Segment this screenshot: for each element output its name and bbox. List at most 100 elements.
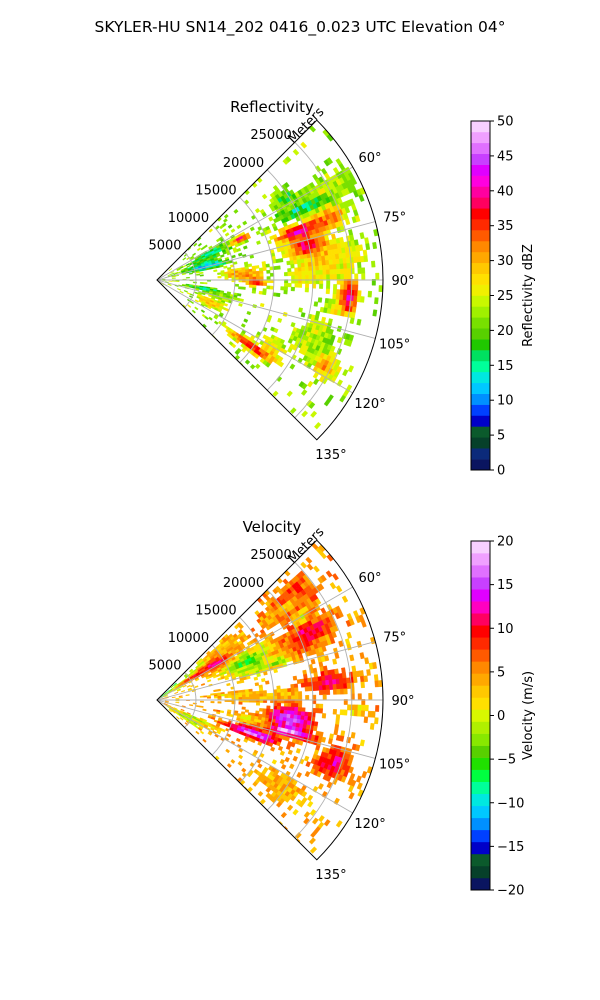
colorbar-swatch — [471, 197, 490, 209]
radial-tick-label: 15000 — [195, 183, 236, 198]
colorbar-tick-label: 30 — [497, 254, 514, 269]
radial-tick-label: 5000 — [148, 658, 181, 673]
angle-tick-label: 135° — [315, 868, 346, 883]
colorbar-swatch — [471, 829, 490, 843]
angle-tick-label: 120° — [354, 817, 385, 832]
sector-frame — [156, 119, 384, 441]
colorbar-tick-label: −5 — [497, 753, 516, 768]
colorbar-swatch — [471, 415, 490, 427]
colorbar-tick-label: 5 — [497, 429, 505, 444]
colorbar-swatch — [471, 565, 490, 578]
colorbar-swatch — [471, 208, 490, 220]
colorbar-swatch — [471, 175, 490, 187]
colorbar-swatch — [471, 131, 490, 144]
colorbar-label: Velocity (m/s) — [521, 671, 536, 760]
colorbar-swatch — [471, 339, 490, 351]
polar-grid — [156, 141, 383, 419]
colorbar-tick-label: −15 — [497, 840, 524, 855]
angle-tick-label: 90° — [391, 274, 414, 289]
colorbar-swatch — [471, 153, 490, 165]
sector-frame — [156, 539, 384, 861]
colorbar-swatch — [471, 865, 490, 879]
colorbar-tick-label: 35 — [497, 219, 514, 234]
colorbar-tick-label: 0 — [497, 709, 505, 724]
colorbar-tick-label: 10 — [497, 394, 514, 409]
angle-tick-label: 75° — [383, 210, 406, 225]
angle-tick-label: 105° — [379, 338, 410, 353]
colorbar-swatch — [471, 426, 490, 438]
radial-tick-label: 10000 — [168, 211, 209, 226]
colorbar-swatch — [471, 577, 490, 590]
colorbar-swatch — [471, 625, 490, 638]
colorbar-swatch — [471, 306, 490, 318]
colorbar-swatch — [471, 805, 490, 819]
colorbar-swatch — [471, 284, 490, 296]
colorbar-label: Reflectivity dBZ — [521, 244, 536, 347]
angle-tick-label: 90° — [391, 694, 414, 709]
colorbar-swatch — [471, 817, 490, 831]
radial-tick-label: 25000 — [250, 548, 291, 563]
colorbar-swatch — [471, 219, 490, 231]
angle-tick-label: 60° — [359, 571, 382, 586]
colorbar-tick-label: 25 — [497, 289, 514, 304]
colorbar-swatch — [471, 350, 490, 362]
colorbar-tick-label: −20 — [497, 884, 524, 899]
colorbar-swatch — [471, 553, 490, 566]
colorbar-tick-label: 10 — [497, 622, 514, 637]
reflectivity-panel: Reflectivity500010000150002000025000Mete… — [148, 98, 536, 479]
colorbar-swatch — [471, 781, 490, 795]
colorbar-tick-label: 45 — [497, 149, 514, 164]
colorbar-swatch — [471, 317, 490, 329]
radial-tick-label: 20000 — [223, 156, 264, 171]
colorbar-swatch — [471, 745, 490, 758]
panel-title: Reflectivity — [230, 98, 314, 116]
colorbar: 0 5 10 15 20 25 30 35 40 45 50 Reflectivity dBZ — [470, 115, 536, 479]
colorbar-tick-label: 0 — [497, 464, 505, 479]
radial-tick-label: 15000 — [195, 603, 236, 618]
colorbar-tick-label: 5 — [497, 665, 505, 680]
colorbar-swatch — [471, 328, 490, 340]
colorbar-tick-label: 20 — [497, 324, 514, 339]
radar-field — [160, 542, 383, 854]
radar-field — [160, 125, 383, 430]
angle-tick-label: 105° — [379, 758, 410, 773]
angle-tick-label: 75° — [383, 630, 406, 645]
panel-title: Velocity — [243, 518, 302, 536]
colorbar-tick-label: 50 — [497, 115, 514, 130]
radial-tick-label: 20000 — [223, 576, 264, 591]
colorbar-swatch — [471, 649, 490, 662]
colorbar-swatch — [471, 448, 490, 460]
colorbar-swatch — [471, 404, 490, 416]
colorbar-swatch — [471, 262, 490, 274]
angle-tick-label: 120° — [354, 397, 385, 412]
colorbar-swatch — [471, 601, 490, 614]
colorbar-swatch — [471, 142, 490, 155]
colorbar-swatch — [471, 661, 490, 674]
colorbar-swatch — [471, 240, 490, 253]
colorbar-swatch — [471, 251, 490, 264]
angle-tick-label: 135° — [315, 448, 346, 463]
colorbar-swatch — [471, 186, 490, 198]
colorbar-swatch — [471, 360, 490, 373]
colorbar-swatch — [471, 541, 490, 554]
colorbar-swatch — [471, 437, 490, 449]
colorbar-tick-label: 15 — [497, 578, 514, 593]
colorbar-swatch — [471, 613, 490, 626]
radial-tick-label: 25000 — [250, 128, 291, 143]
colorbar-swatch — [471, 295, 490, 307]
colorbar-swatch — [471, 273, 490, 285]
figure-suptitle: SKYLER-HU SN14_202 0416_0.023 UTC Elevat… — [95, 18, 506, 37]
colorbar-swatch — [471, 459, 490, 471]
colorbar-swatch — [471, 733, 490, 746]
colorbar-tick-label: 20 — [497, 535, 514, 550]
velocity-panel: Velocity500010000150002000025000Meters60… — [148, 518, 536, 899]
colorbar-swatch — [471, 877, 490, 891]
colorbar-swatch — [471, 757, 490, 770]
colorbar-swatch — [471, 673, 490, 686]
colorbar-tick-label: −10 — [497, 796, 524, 811]
colorbar-swatch — [471, 697, 490, 710]
colorbar-swatch — [471, 393, 490, 405]
colorbar-swatch — [471, 382, 490, 394]
colorbar-tick-label: 15 — [497, 359, 514, 374]
